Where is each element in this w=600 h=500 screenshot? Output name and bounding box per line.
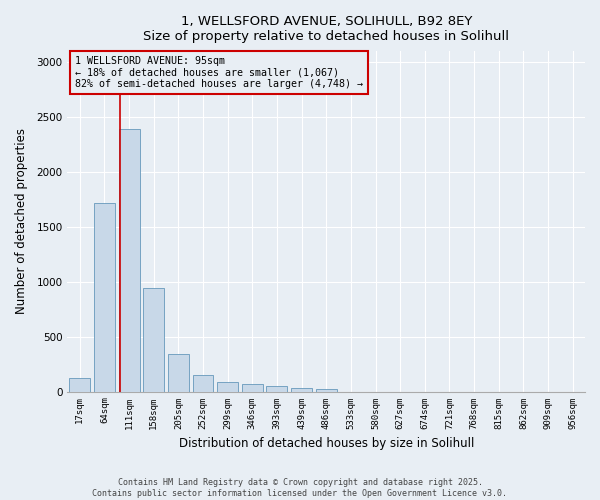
Title: 1, WELLSFORD AVENUE, SOLIHULL, B92 8EY
Size of property relative to detached hou: 1, WELLSFORD AVENUE, SOLIHULL, B92 8EY S… <box>143 15 509 43</box>
X-axis label: Distribution of detached houses by size in Solihull: Distribution of detached houses by size … <box>179 437 474 450</box>
Bar <box>94 202 115 392</box>
Bar <box>217 382 238 392</box>
Bar <box>266 386 287 392</box>
Bar <box>119 129 140 392</box>
Bar <box>316 389 337 392</box>
Y-axis label: Number of detached properties: Number of detached properties <box>15 128 28 314</box>
Bar <box>168 354 189 392</box>
Text: Contains HM Land Registry data © Crown copyright and database right 2025.
Contai: Contains HM Land Registry data © Crown c… <box>92 478 508 498</box>
Bar <box>193 374 214 392</box>
Text: 1 WELLSFORD AVENUE: 95sqm
← 18% of detached houses are smaller (1,067)
82% of se: 1 WELLSFORD AVENUE: 95sqm ← 18% of detac… <box>75 56 363 90</box>
Bar <box>143 288 164 392</box>
Bar <box>291 388 312 392</box>
Bar <box>242 384 263 392</box>
Bar <box>69 378 90 392</box>
